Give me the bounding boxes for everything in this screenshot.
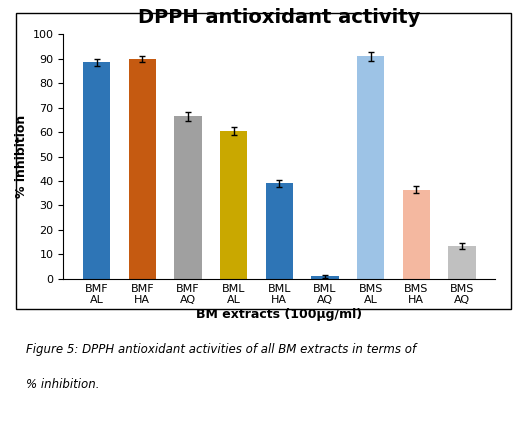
Y-axis label: % inhibition: % inhibition (15, 115, 28, 198)
X-axis label: BM extracts (100µg/ml): BM extracts (100µg/ml) (196, 308, 363, 321)
Bar (357, 56, 384, 279)
Bar (403, 190, 430, 279)
Bar (129, 59, 156, 279)
Bar (266, 184, 293, 279)
Bar (220, 131, 247, 279)
Bar (83, 63, 110, 279)
Bar (311, 276, 339, 279)
Title: DPPH antioxidant activity: DPPH antioxidant activity (138, 8, 421, 27)
Text: Figure 5: DPPH antioxidant activities of all BM extracts in terms of: Figure 5: DPPH antioxidant activities of… (26, 343, 416, 356)
Text: % inhibition.: % inhibition. (26, 378, 100, 390)
Bar (174, 116, 202, 279)
Bar (448, 246, 476, 279)
